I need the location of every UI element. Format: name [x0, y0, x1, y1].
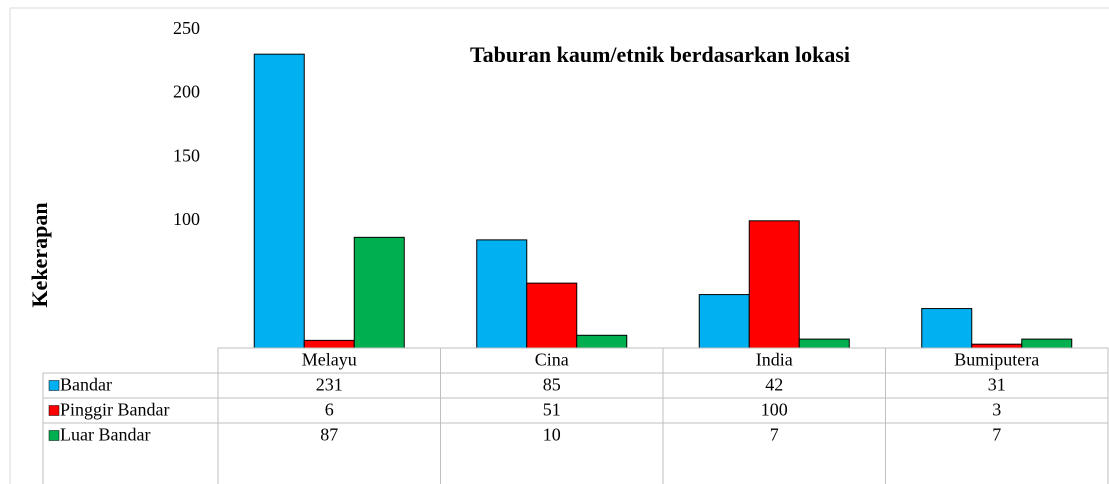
bar	[748, 220, 800, 349]
table-value: 51	[543, 400, 561, 420]
bar	[253, 53, 305, 349]
bar	[698, 294, 750, 349]
bar	[476, 239, 528, 349]
x-tick-label: Melayu	[302, 350, 357, 370]
y-tick-label: 150	[173, 145, 200, 165]
legend-label: Bandar	[60, 375, 112, 395]
table-value: 7	[992, 425, 1001, 445]
legend-label: Pinggir Bandar	[60, 400, 170, 420]
x-tick-label: Bumiputera	[954, 350, 1039, 370]
table-value: 31	[988, 375, 1006, 395]
table-value: 42	[765, 375, 783, 395]
legend-swatch	[48, 430, 60, 441]
x-tick-label: Cina	[535, 350, 569, 370]
legend-label: Luar Bandar	[60, 425, 150, 445]
bar	[971, 343, 1023, 349]
table-value: 231	[316, 375, 343, 395]
bar	[921, 308, 973, 349]
bar	[303, 339, 355, 349]
y-axis-label: Kekerapan	[27, 202, 52, 307]
chart-title: Taburan kaum/etnik berdasarkan lokasi	[470, 42, 850, 67]
y-tick-label: 250	[173, 18, 200, 38]
bar	[576, 334, 628, 349]
table-value: 6	[325, 400, 334, 420]
table-value: 3	[992, 400, 1001, 420]
table-value: 100	[761, 400, 788, 420]
bar	[353, 236, 405, 349]
y-tick-label: 100	[173, 209, 200, 229]
legend-swatch	[48, 380, 60, 391]
table-value: 10	[543, 425, 561, 445]
y-tick-label: 200	[173, 82, 200, 102]
table-value: 85	[543, 375, 561, 395]
x-tick-label: India	[756, 350, 793, 370]
bar	[526, 282, 578, 349]
bar	[798, 338, 850, 349]
bar	[1021, 338, 1073, 349]
table-value: 87	[320, 425, 338, 445]
legend-swatch	[48, 405, 60, 416]
table-value: 7	[770, 425, 779, 445]
